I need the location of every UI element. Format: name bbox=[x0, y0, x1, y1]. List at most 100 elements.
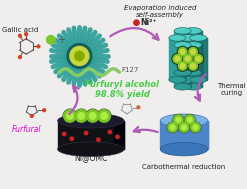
Bar bbox=[185, 31, 202, 73]
Circle shape bbox=[168, 122, 177, 132]
Bar bbox=[174, 31, 191, 73]
Bar bbox=[182, 38, 186, 80]
Circle shape bbox=[182, 125, 186, 130]
Circle shape bbox=[180, 49, 185, 54]
Bar bbox=[114, 121, 124, 149]
Circle shape bbox=[70, 46, 89, 65]
Circle shape bbox=[137, 106, 140, 109]
Bar bbox=[203, 38, 207, 80]
Ellipse shape bbox=[179, 35, 196, 41]
Text: Evaporation induced
self-assembly: Evaporation induced self-assembly bbox=[124, 5, 197, 18]
Bar bbox=[169, 38, 186, 80]
Text: Ni²⁺: Ni²⁺ bbox=[140, 18, 157, 27]
Circle shape bbox=[170, 125, 175, 130]
Ellipse shape bbox=[185, 42, 202, 48]
Circle shape bbox=[37, 45, 40, 48]
Circle shape bbox=[193, 125, 198, 130]
Circle shape bbox=[188, 61, 198, 71]
Circle shape bbox=[183, 54, 193, 64]
Circle shape bbox=[134, 20, 139, 25]
Circle shape bbox=[184, 55, 192, 63]
Circle shape bbox=[172, 54, 183, 64]
Circle shape bbox=[108, 130, 112, 134]
Circle shape bbox=[173, 115, 184, 125]
Bar bbox=[196, 121, 208, 149]
Circle shape bbox=[97, 138, 100, 141]
Ellipse shape bbox=[160, 114, 208, 127]
Bar bbox=[187, 45, 191, 87]
Circle shape bbox=[98, 110, 110, 122]
Circle shape bbox=[189, 47, 197, 56]
Circle shape bbox=[30, 115, 33, 117]
Bar bbox=[190, 38, 207, 80]
Circle shape bbox=[174, 115, 183, 125]
Circle shape bbox=[25, 33, 28, 36]
Circle shape bbox=[86, 109, 99, 122]
Text: Thermal
curing: Thermal curing bbox=[217, 83, 246, 96]
Circle shape bbox=[177, 46, 188, 57]
Bar bbox=[185, 45, 202, 87]
Circle shape bbox=[89, 113, 96, 119]
Ellipse shape bbox=[58, 142, 124, 156]
Text: F127: F127 bbox=[121, 67, 139, 73]
Ellipse shape bbox=[169, 77, 186, 83]
Circle shape bbox=[62, 132, 66, 136]
Text: Gallic acid: Gallic acid bbox=[2, 27, 39, 33]
Circle shape bbox=[63, 109, 77, 122]
Ellipse shape bbox=[174, 69, 191, 76]
Ellipse shape bbox=[58, 113, 124, 128]
Bar bbox=[58, 121, 124, 149]
Circle shape bbox=[173, 55, 182, 63]
Ellipse shape bbox=[179, 77, 196, 83]
Circle shape bbox=[75, 110, 87, 122]
Ellipse shape bbox=[174, 28, 191, 34]
Circle shape bbox=[185, 115, 195, 125]
Circle shape bbox=[193, 54, 204, 64]
Circle shape bbox=[187, 117, 192, 122]
Circle shape bbox=[75, 109, 88, 122]
Circle shape bbox=[19, 56, 21, 59]
Circle shape bbox=[101, 113, 107, 119]
Circle shape bbox=[84, 131, 88, 135]
Circle shape bbox=[70, 137, 74, 140]
Ellipse shape bbox=[169, 35, 186, 41]
Circle shape bbox=[19, 34, 21, 37]
Ellipse shape bbox=[190, 35, 207, 41]
Circle shape bbox=[86, 110, 99, 122]
Bar bbox=[192, 38, 196, 80]
Ellipse shape bbox=[185, 84, 202, 90]
Ellipse shape bbox=[160, 143, 208, 156]
Circle shape bbox=[185, 57, 190, 61]
Circle shape bbox=[64, 110, 76, 122]
Text: Carbothermal reduction: Carbothermal reduction bbox=[143, 164, 226, 170]
Circle shape bbox=[177, 61, 188, 71]
Circle shape bbox=[67, 44, 92, 68]
Bar bbox=[174, 45, 191, 87]
Circle shape bbox=[188, 46, 198, 57]
Ellipse shape bbox=[190, 77, 207, 83]
Circle shape bbox=[191, 64, 195, 68]
Circle shape bbox=[178, 47, 187, 56]
Circle shape bbox=[180, 64, 185, 68]
Circle shape bbox=[66, 113, 73, 119]
Bar bbox=[179, 38, 196, 80]
Ellipse shape bbox=[185, 28, 202, 34]
Circle shape bbox=[196, 57, 201, 61]
Text: Furfuryl alcohol
98.8% yield: Furfuryl alcohol 98.8% yield bbox=[85, 80, 159, 99]
Text: Furfural: Furfural bbox=[11, 125, 41, 134]
Circle shape bbox=[194, 55, 203, 63]
Circle shape bbox=[47, 36, 55, 44]
Circle shape bbox=[176, 117, 181, 122]
Text: Ni@OMC: Ni@OMC bbox=[74, 153, 107, 162]
Bar bbox=[197, 45, 202, 87]
Ellipse shape bbox=[174, 42, 191, 48]
Bar bbox=[187, 31, 191, 73]
Circle shape bbox=[185, 115, 194, 125]
Ellipse shape bbox=[174, 84, 191, 90]
Circle shape bbox=[189, 62, 197, 70]
Circle shape bbox=[98, 109, 111, 122]
Text: +: + bbox=[57, 35, 64, 45]
Circle shape bbox=[191, 122, 200, 132]
Circle shape bbox=[178, 62, 187, 70]
Circle shape bbox=[43, 109, 46, 112]
